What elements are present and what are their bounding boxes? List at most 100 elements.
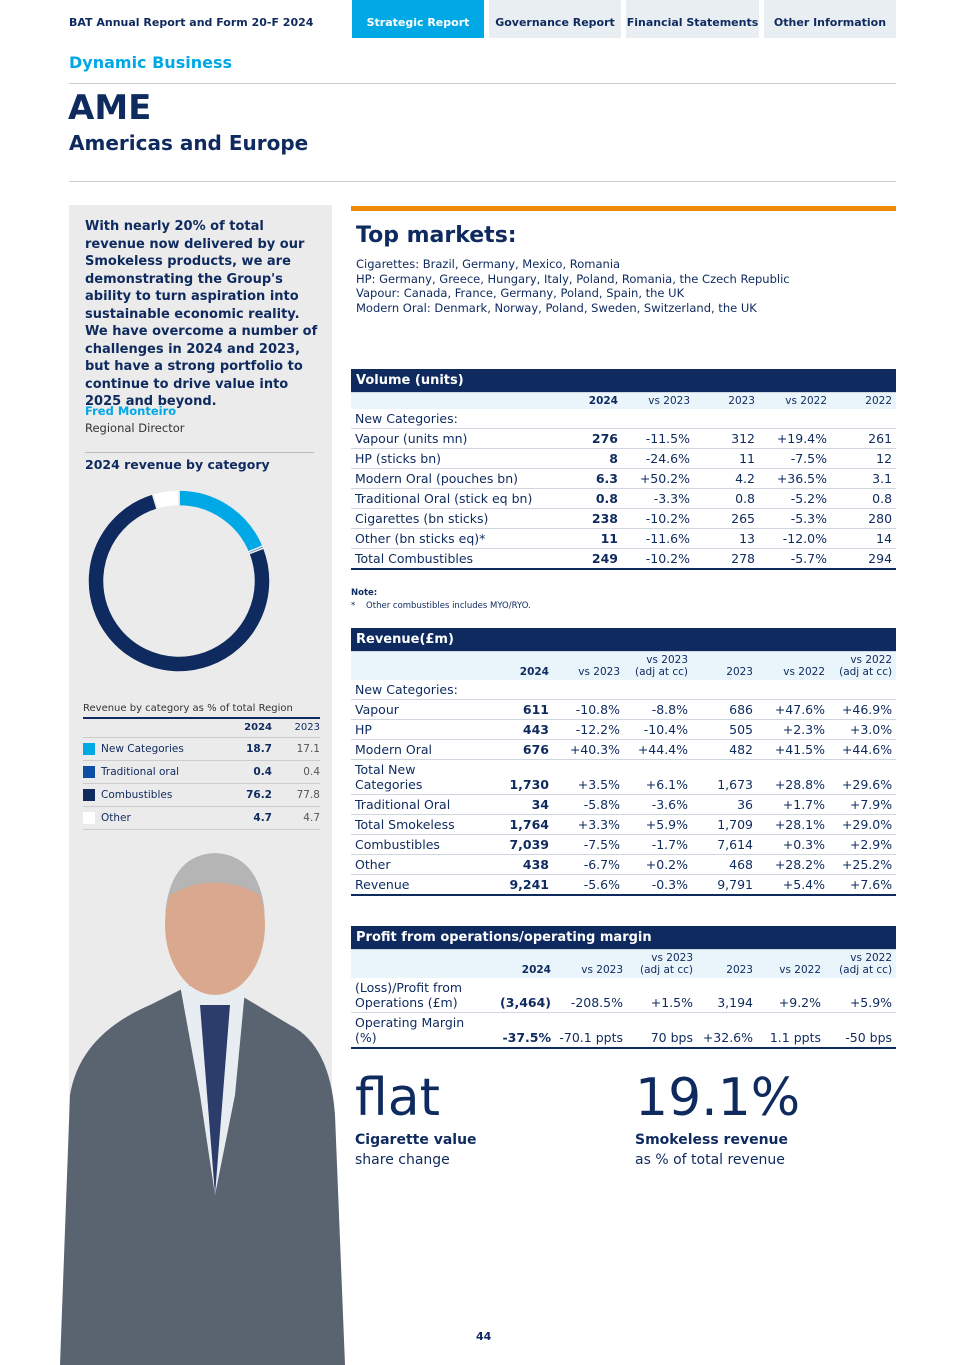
quote: With nearly 20% of total revenue now del… [85,219,318,409]
report-title: BAT Annual Report and Form 20-F 2024 [69,16,314,29]
cell: 294 [831,548,897,570]
cell: Total Combustibles [351,548,556,570]
cell: +5.9% [624,814,692,835]
cell: 34 [493,794,553,815]
note: * Other combustibles includes MYO/RYO. [351,601,531,611]
row: New Categories: [351,680,897,700]
row: Traditional Oral 34 -5.8% -3.6% 36 +1.7% +7.9% [351,794,897,815]
cell: -70.1 ppts [555,1012,627,1049]
cell: 9,241 [493,874,553,896]
stat-value: flat [355,1068,441,1128]
cell: +6.1% [624,759,692,795]
cell: -8.8% [624,699,692,720]
column-header: 2024 [493,651,553,680]
market-line: Cigarettes: Brazil, Germany, Mexico, Rom… [356,257,621,271]
column-header: 2024 [556,392,622,409]
cell: (Loss)/Profit from Operations (£m) [351,978,493,1013]
cell: Combustibles [351,834,493,855]
market-line: Modern Oral: Denmark, Norway, Poland, Sw… [356,301,757,316]
cell: 0.8 [556,488,622,509]
category-row: Combustibles 76.2 77.8 [83,784,320,807]
row: New Categories: [351,409,897,429]
cell: (3,464) [493,978,555,1013]
cell: +3.5% [553,759,624,795]
column-header [351,949,493,978]
stat-label: Smokeless revenue [635,1132,789,1148]
row: Total New Categories 1,730 +3.5% +6.1% 1,673… [351,759,897,795]
column-header: vs 2022 (adj at cc) [829,651,897,680]
column-header: vs 2022 [759,392,831,409]
column-header: 2022 [831,392,897,409]
cell: 505 [692,719,757,740]
cell: +28.8% [757,759,829,795]
cell: 1,673 [692,759,757,795]
cell: 0.8 [831,488,897,509]
tab[interactable]: Governance Report [489,0,621,38]
cell: +9.2% [757,978,825,1013]
column-header: vs 2022 [757,651,829,680]
cell: 276 [556,428,622,449]
cell: HP (sticks bn) [351,448,556,469]
volume-table: Volume (units) 2024 vs 2023 2023 vs 2022 2022… [351,369,897,570]
donut-title: 2024 revenue by category [85,457,270,472]
column-header: vs 2022 [757,949,825,978]
stat-sub: as % of total revenue [635,1152,785,1168]
cell: Traditional Oral [351,794,493,815]
person-name: Fred Monteiro [85,404,177,418]
row: HP 443 -12.2% -10.4% 505 +2.3% +3.0% [351,719,897,740]
cell: 3,194 [697,978,757,1013]
cell: +36.5% [759,468,831,489]
cell: 249 [556,548,622,570]
swatch [83,789,95,801]
swatch [83,743,95,755]
category-name: Traditional oral [101,766,180,778]
cell: +0.3% [757,834,829,855]
tab[interactable]: Strategic Report [352,0,484,38]
cell: +41.5% [757,739,829,760]
cell: 1,730 [493,759,553,795]
cell [831,409,897,429]
cell: 12 [831,448,897,469]
cell: -7.5% [759,448,831,469]
row: Operating Margin (%) -37.5% -70.1 ppts 70 b… [351,1012,897,1049]
column-header: vs 2023 (adj at cc) [627,949,697,978]
tab[interactable]: Financial Statements [626,0,759,38]
rule [69,83,896,84]
cell: -10.2% [622,508,694,529]
accent-bar [351,206,896,211]
cell: 676 [493,739,553,760]
cell: 7,039 [493,834,553,855]
cell: 261 [831,428,897,449]
table-title: Profit from operations/operating margin [351,926,897,950]
cell: +46.9% [829,699,897,720]
column-header [351,392,556,409]
column-header [351,651,493,680]
subtitle: Americas and Europe [69,131,309,155]
cell: HP [351,719,493,740]
cell: +7.6% [829,874,897,896]
cell: -12.0% [759,528,831,549]
cell: 13 [694,528,759,549]
cell: -5.7% [759,548,831,570]
category-header: 2024 2023 [83,719,320,738]
cell [556,409,622,429]
cell: Traditional Oral (stick eq bn) [351,488,556,509]
cell: 6.3 [556,468,622,489]
swatch [83,766,95,778]
cell: -3.6% [624,794,692,815]
cell: +3.3% [553,814,624,835]
cell: -5.3% [759,508,831,529]
cell: +5.4% [757,874,829,896]
tab[interactable]: Other Information [764,0,896,38]
category-table: 2024 2023 New Categories 18.7 17.1 Traditiona… [83,717,320,830]
cell: 4.2 [694,468,759,489]
category-row: Traditional oral 0.4 0.4 [83,761,320,784]
category-row: New Categories 18.7 17.1 [83,738,320,761]
rule [85,452,314,453]
cell: 265 [694,508,759,529]
cell: New Categories: [351,680,493,700]
row: Other (bn sticks eq)* 11 -11.6% 13 -12.0% 14 [351,528,897,549]
row: Total Combustibles 249 -10.2% 278 -5.7% 294 [351,548,897,570]
row: HP (sticks bn) 8 -24.6% 11 -7.5% 12 [351,448,897,469]
cell: +32.6% [697,1012,757,1049]
